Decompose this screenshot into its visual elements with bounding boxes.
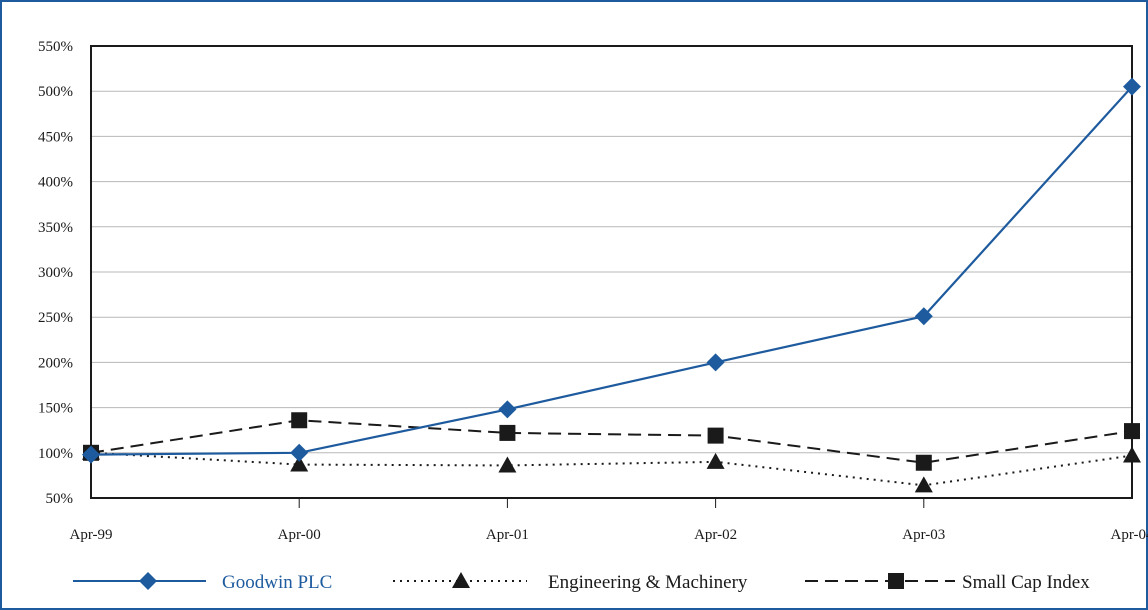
y-tick-label: 350% (38, 220, 73, 236)
series-line (90, 85, 1133, 456)
data-point (914, 307, 933, 326)
y-tick-label: 450% (38, 129, 73, 145)
legend-item: Small Cap Index (805, 572, 1090, 593)
x-tick-label: Apr-02 (694, 527, 737, 543)
legend-label: Engineering & Machinery (548, 572, 748, 593)
data-point (1123, 77, 1141, 96)
x-tick-label: Apr-04 (1110, 527, 1148, 543)
legend-marker (139, 572, 157, 590)
y-tick-label: 100% (38, 446, 73, 462)
data-point (915, 454, 932, 471)
data-point (82, 445, 100, 464)
series-engineering-machinery (82, 443, 1141, 493)
y-tick-label: 550% (38, 39, 73, 55)
data-point (706, 353, 725, 372)
data-point (914, 476, 933, 493)
series-small-cap-index (83, 412, 1140, 471)
y-tick-label: 250% (38, 310, 73, 326)
data-point (290, 443, 309, 462)
y-tick-label: 500% (38, 84, 73, 100)
data-point (1123, 446, 1141, 463)
y-tick-label: 50% (46, 491, 74, 507)
legend-label: Goodwin PLC (222, 572, 332, 593)
x-axis: Apr-99 Apr-00 Apr-01 Apr-02 Apr-03 Apr-04 (69, 498, 1148, 543)
series-line (90, 419, 1133, 464)
plot-area (90, 45, 1133, 499)
y-tick-label: 200% (38, 355, 73, 371)
x-tick-label: Apr-01 (486, 527, 529, 543)
legend: Goodwin PLC Engineering & Machinery Small … (73, 572, 1090, 593)
data-point (499, 424, 516, 441)
legend-marker (452, 572, 470, 588)
y-tick-label: 300% (38, 265, 73, 281)
y-axis: 50% 100% 150% 200% 250% 300% 350% 400% 450% 500% 5… (38, 39, 73, 507)
legend-label: Small Cap Index (962, 572, 1090, 593)
x-tick-label: Apr-99 (69, 527, 112, 543)
y-tick-label: 150% (38, 401, 73, 417)
x-tick-label: Apr-03 (902, 527, 945, 543)
legend-item: Goodwin PLC (73, 572, 332, 593)
legend-item: Engineering & Machinery (393, 572, 748, 593)
legend-marker (888, 573, 904, 589)
data-point (707, 427, 724, 444)
series-goodwin-plc (82, 77, 1141, 464)
data-point (1124, 423, 1140, 440)
gridlines (91, 90, 1132, 454)
data-point (498, 400, 517, 419)
data-point (498, 456, 517, 473)
data-point (291, 412, 308, 429)
x-tick-label: Apr-00 (278, 527, 321, 543)
data-point (706, 452, 725, 469)
data-point (290, 455, 309, 472)
y-tick-label: 400% (38, 175, 73, 191)
series-line (90, 451, 1133, 487)
series-layer (82, 77, 1141, 493)
